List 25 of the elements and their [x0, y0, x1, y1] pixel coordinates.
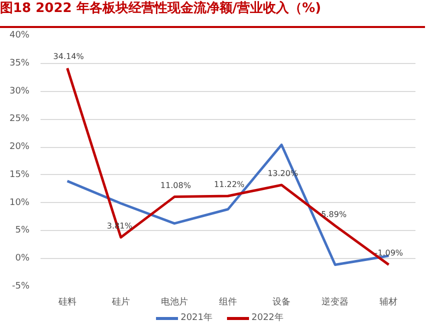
x-tick-label: 硅片	[110, 296, 130, 308]
y-tick-label: 15%	[9, 170, 30, 180]
legend-label: 2021年	[180, 313, 212, 322]
y-tick-label: 35%	[9, 58, 30, 68]
y-tick-label: 0%	[15, 254, 30, 264]
x-tick-label: 辅材	[380, 296, 398, 308]
x-tick-label: 组件	[219, 296, 237, 308]
x-tick-label: 电池片	[160, 296, 188, 308]
data-label: 11.08%	[160, 180, 192, 190]
data-label: -1.09%	[374, 248, 404, 258]
y-tick-label: 40%	[9, 30, 30, 40]
y-tick-label: 10%	[9, 198, 30, 208]
data-label: 5.89%	[321, 210, 347, 219]
data-label: 34.14%	[53, 52, 84, 62]
x-tick-label: 设备	[272, 296, 291, 308]
legend-label: 2022年	[252, 313, 284, 322]
x-tick-label: 逆变器	[322, 296, 349, 308]
y-tick-label: -5%	[12, 282, 30, 292]
data-label: 11.22%	[214, 180, 245, 190]
y-tick-label: 5%	[15, 226, 30, 236]
x-tick-label: 硅料	[57, 296, 76, 308]
y-tick-label: 25%	[9, 114, 30, 124]
chart-title: 图18 2022 年各板块经营性现金流净额/营业收入（%)	[0, 0, 322, 18]
y-tick-label: 20%	[9, 142, 30, 152]
y-tick-label: 30%	[9, 86, 30, 96]
